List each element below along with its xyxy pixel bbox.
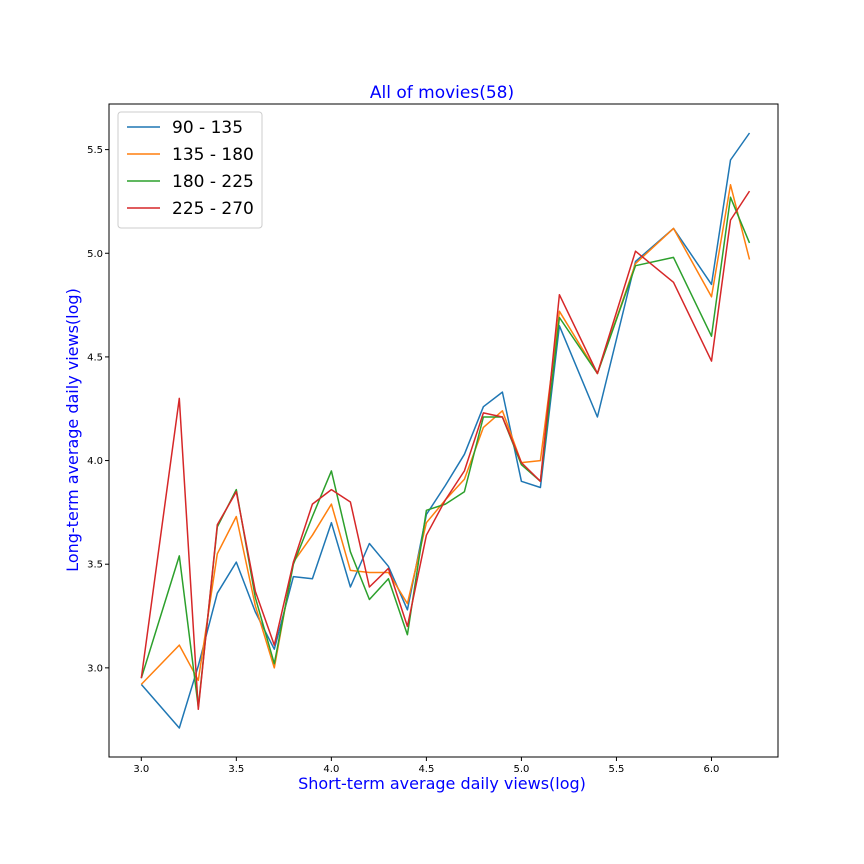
x-tick-label: 4.5 [418, 764, 434, 775]
y-tick-label: 3.5 [87, 560, 103, 571]
legend: 90 - 135 135 - 180 180 - 225 225 - 270 [117, 111, 263, 229]
y-tick-label: 4.0 [87, 456, 103, 467]
legend-box [117, 111, 263, 229]
x-tick-label: 6.0 [704, 764, 720, 775]
x-axis-label: Short-term average daily views(log) [298, 774, 586, 793]
y-axis-ticks: 3.0 3.5 4.0 4.5 5.0 5.5 [87, 145, 109, 674]
y-tick-label: 5.5 [87, 145, 103, 156]
x-tick-label: 3.5 [228, 764, 244, 775]
x-tick-label: 5.0 [513, 764, 529, 775]
plot-frame [108, 103, 779, 758]
legend-label: 135 - 180 [172, 145, 254, 165]
series-line-4 [140, 190, 751, 711]
y-tick-label: 3.0 [87, 663, 103, 674]
y-axis-label: Long-term average daily views(log) [63, 288, 82, 572]
x-axis-ticks: 3.0 3.5 4.0 4.5 5.0 5.5 6.0 [133, 757, 719, 775]
x-tick-label: 5.5 [608, 764, 624, 775]
x-tick-label: 4.0 [323, 764, 339, 775]
legend-label: 225 - 270 [172, 199, 254, 219]
plot-area [108, 103, 779, 758]
series-layer [140, 132, 751, 729]
chart-title: All of movies(58) [370, 83, 514, 103]
y-tick-label: 4.5 [87, 352, 103, 363]
legend-label: 180 - 225 [172, 172, 254, 192]
legend-label: 90 - 135 [172, 118, 243, 138]
y-tick-label: 5.0 [87, 249, 103, 260]
x-tick-label: 3.0 [133, 764, 149, 775]
